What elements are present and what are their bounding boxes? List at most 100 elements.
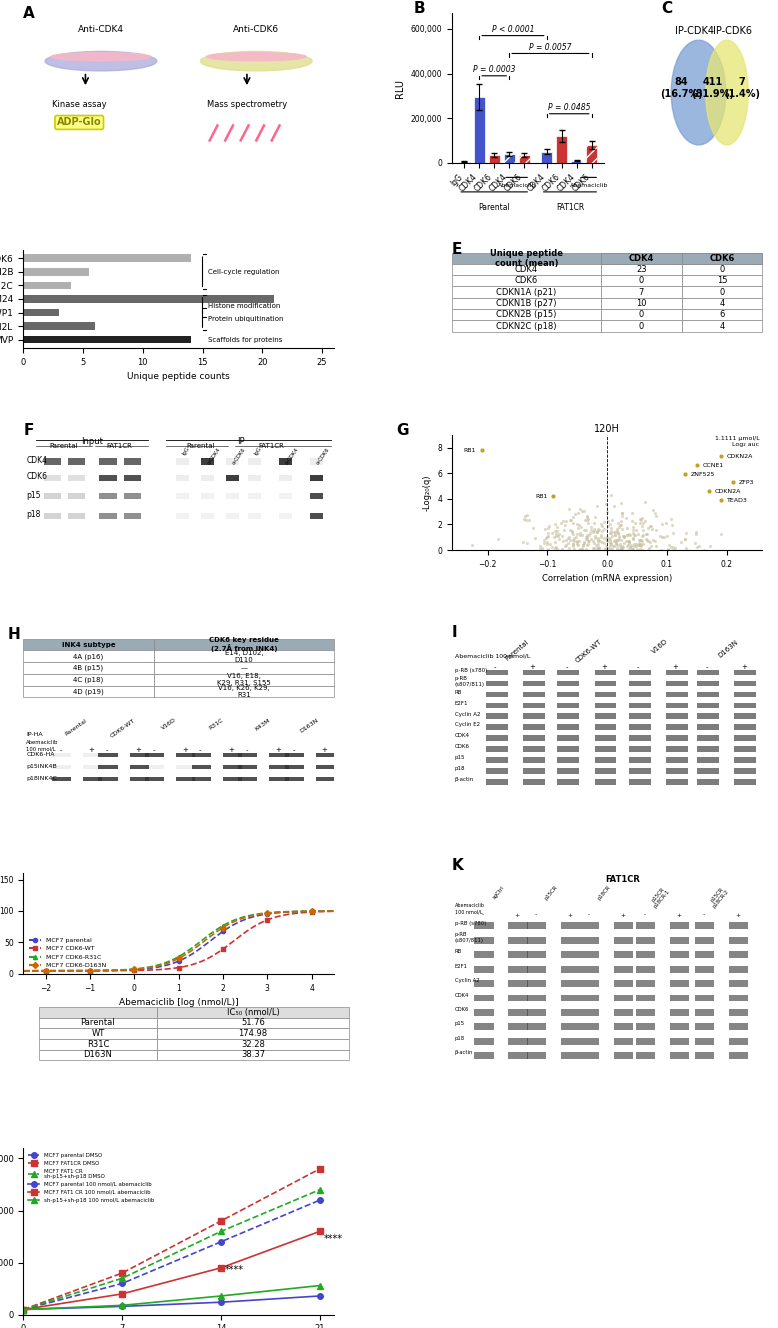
Text: +: + xyxy=(530,664,535,669)
Point xyxy=(581,527,594,548)
Point xyxy=(609,522,622,543)
Point xyxy=(548,537,561,558)
Text: 7: 7 xyxy=(639,288,644,296)
Point xyxy=(661,526,674,547)
Point xyxy=(628,525,640,546)
FancyBboxPatch shape xyxy=(697,669,719,676)
FancyBboxPatch shape xyxy=(475,965,493,972)
Point xyxy=(691,537,703,558)
Point xyxy=(678,463,691,485)
Point xyxy=(679,529,692,550)
MCF7 parental DMSO xyxy=(19,1301,28,1317)
Point xyxy=(577,531,590,552)
Point xyxy=(626,502,638,523)
sh-p15+sh-p18 100 nmol/L abemaciclib xyxy=(216,1288,226,1304)
Point xyxy=(588,537,601,558)
FancyBboxPatch shape xyxy=(486,692,508,697)
FancyBboxPatch shape xyxy=(176,474,189,481)
FancyBboxPatch shape xyxy=(558,724,579,730)
Point xyxy=(633,529,645,550)
FancyBboxPatch shape xyxy=(682,320,762,332)
Text: WT: WT xyxy=(91,1029,104,1038)
FancyBboxPatch shape xyxy=(527,995,546,1001)
Text: ZFP3: ZFP3 xyxy=(738,479,754,485)
FancyBboxPatch shape xyxy=(154,685,334,697)
Point xyxy=(642,518,654,539)
Text: 0: 0 xyxy=(639,311,644,319)
FancyBboxPatch shape xyxy=(310,493,323,499)
Point xyxy=(648,502,661,523)
FancyBboxPatch shape xyxy=(44,513,61,519)
FancyBboxPatch shape xyxy=(524,713,545,720)
Point xyxy=(568,538,580,559)
Point xyxy=(580,519,592,540)
Point xyxy=(628,534,640,555)
Point xyxy=(593,538,605,559)
Text: CDK4: CDK4 xyxy=(26,456,47,465)
Point xyxy=(550,537,562,558)
Text: Unique peptide
count (mean): Unique peptide count (mean) xyxy=(490,248,563,268)
FancyBboxPatch shape xyxy=(636,980,655,987)
Text: H: H xyxy=(8,627,20,643)
Point xyxy=(549,521,562,542)
Bar xyxy=(571,161,582,163)
FancyBboxPatch shape xyxy=(695,995,714,1001)
Point xyxy=(667,539,679,560)
Point xyxy=(625,537,637,558)
Point xyxy=(567,513,580,534)
FancyBboxPatch shape xyxy=(558,681,579,687)
MCF7 FAT1 CR
sh-p15+sh-p18 DMSO xyxy=(216,1223,226,1239)
FancyBboxPatch shape xyxy=(594,703,616,708)
Text: CDK4: CDK4 xyxy=(629,254,654,263)
Point xyxy=(592,518,605,539)
Point xyxy=(591,527,604,548)
Text: α-CDK4: α-CDK4 xyxy=(284,446,300,465)
FancyBboxPatch shape xyxy=(176,777,195,781)
Point xyxy=(647,518,659,539)
FancyBboxPatch shape xyxy=(594,681,616,687)
Point xyxy=(633,533,645,554)
Text: +: + xyxy=(735,912,740,918)
Point xyxy=(577,533,590,554)
Point xyxy=(538,533,550,554)
FancyBboxPatch shape xyxy=(580,1052,599,1058)
Point xyxy=(587,538,600,559)
FancyBboxPatch shape xyxy=(157,1017,349,1028)
Ellipse shape xyxy=(671,40,726,145)
Text: p15CR: p15CR xyxy=(544,884,559,900)
MCF7 FAT1 CR 100 nmol/L abemaciclib xyxy=(19,1301,28,1317)
Point xyxy=(557,530,569,551)
Point xyxy=(541,531,553,552)
Point xyxy=(548,514,561,535)
FancyBboxPatch shape xyxy=(629,669,650,676)
Point xyxy=(698,539,710,560)
FancyBboxPatch shape xyxy=(508,923,527,930)
Point xyxy=(567,530,580,551)
Point xyxy=(545,537,558,558)
Point xyxy=(690,522,703,543)
FancyBboxPatch shape xyxy=(558,780,579,785)
Point xyxy=(565,510,577,531)
FancyBboxPatch shape xyxy=(594,669,616,676)
Point xyxy=(581,535,594,556)
Point xyxy=(629,534,642,555)
Point xyxy=(593,519,605,540)
Point xyxy=(568,527,580,548)
FancyBboxPatch shape xyxy=(226,458,239,465)
FancyBboxPatch shape xyxy=(580,980,599,987)
FancyBboxPatch shape xyxy=(23,673,154,685)
Text: F: F xyxy=(23,424,33,438)
Text: FAT1CR: FAT1CR xyxy=(555,203,584,212)
FancyBboxPatch shape xyxy=(614,965,633,972)
FancyBboxPatch shape xyxy=(130,765,149,769)
FancyBboxPatch shape xyxy=(23,685,154,697)
FancyBboxPatch shape xyxy=(279,474,292,481)
Point xyxy=(632,523,644,544)
Point xyxy=(618,526,630,547)
Point xyxy=(636,525,649,546)
Point xyxy=(551,517,563,538)
Point xyxy=(666,514,678,535)
Point xyxy=(555,511,567,533)
Text: Parental: Parental xyxy=(64,717,88,736)
Point xyxy=(595,527,608,548)
